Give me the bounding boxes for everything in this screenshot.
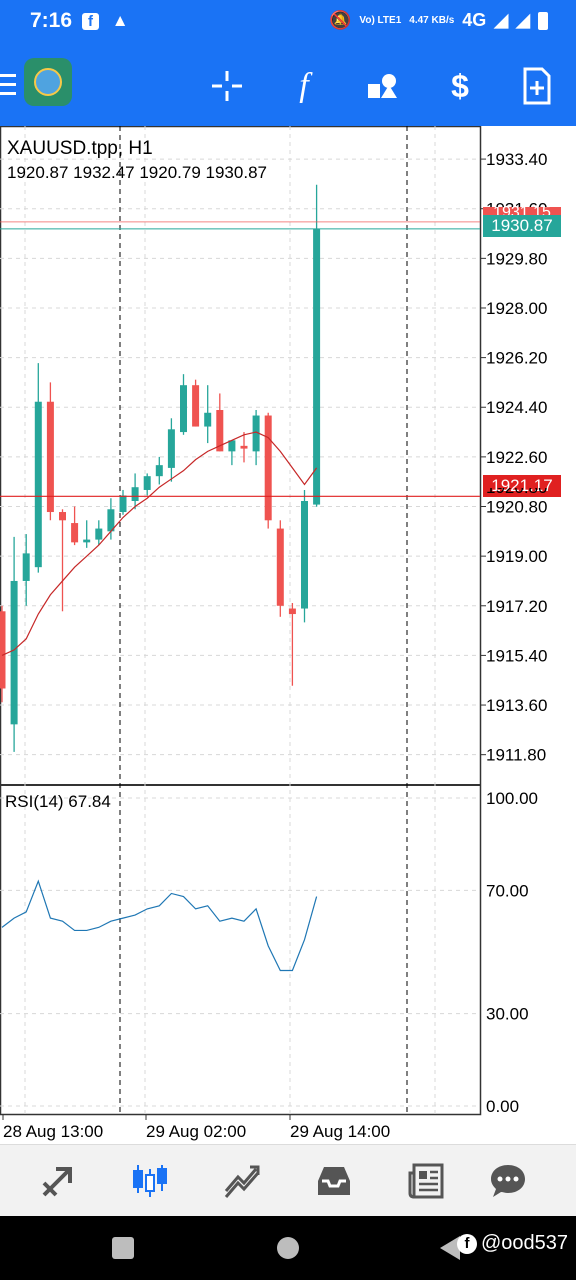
status-bar: 7:16 f ▲ 🔕 Vo) LTE1 4.47 KB/s 4G ◢ ◢ [0, 0, 576, 42]
bull-candle [252, 415, 260, 452]
home-button[interactable] [277, 1237, 299, 1259]
status-notification-icons: f ▲ [82, 11, 129, 31]
signal-icon: ◢ [516, 10, 530, 30]
bull-candle [34, 401, 42, 568]
mute-icon: 🔕 [328, 10, 352, 30]
price-tick-label: 1924.40 [486, 398, 547, 417]
bull-candle [228, 440, 236, 452]
warning-icon: ▲ [111, 11, 129, 30]
bear-candle [216, 410, 224, 452]
rsi-line [1, 879, 318, 972]
chart-area[interactable]: 1933.401931.601929.801928.001926.201924.… [0, 126, 576, 1144]
bear-candle [288, 608, 296, 615]
bull-candle [143, 476, 151, 490]
bear-candle [0, 611, 6, 689]
price-tick-label: 1928.00 [486, 299, 547, 318]
bear-candle [192, 385, 200, 427]
network-speed: 4.47 KB/s [409, 14, 455, 26]
new-order-icon[interactable] [509, 58, 565, 114]
network-type: 4G [462, 10, 487, 30]
status-system-icons: 🔕 Vo) LTE1 4.47 KB/s 4G ◢ ◢ [329, 10, 548, 31]
bull-candle [167, 429, 175, 468]
price-tick-label: 1933.40 [486, 150, 547, 169]
bull-candle [155, 465, 163, 477]
app-logo-icon[interactable] [24, 58, 72, 106]
crosshair-icon[interactable] [199, 58, 255, 114]
bull-candle [301, 500, 308, 609]
price-tick-label: 1915.40 [486, 646, 547, 665]
bear-candle [276, 528, 284, 606]
price-tick-label: 1922.60 [486, 448, 547, 467]
bull-candle [313, 228, 321, 505]
signal-icon: ◢ [494, 10, 509, 30]
top-toolbar: f $ [0, 42, 576, 126]
back-button[interactable] [440, 1236, 460, 1260]
network-volte: Vo) LTE1 [359, 14, 402, 26]
symbol-title: XAUUSD.tpp, H1 [7, 138, 153, 159]
ohlc-values: 1920.87 1932.47 1920.79 1930.87 [7, 163, 267, 182]
bull-candle [180, 385, 187, 433]
trade-icon[interactable] [212, 1155, 272, 1207]
chart-icon[interactable] [120, 1155, 180, 1207]
battery-icon [538, 11, 548, 30]
price-tick-label: 1929.80 [486, 249, 547, 268]
bid-price-label: 1930.87 [483, 215, 561, 237]
price-tick-label: 1926.20 [486, 349, 547, 368]
price-tick-label: 1913.60 [486, 696, 547, 715]
rsi-label: RSI(14) 67.84 [5, 792, 111, 811]
rsi-tick-label: 100.00 [486, 789, 538, 808]
price-tick-label: 1917.20 [486, 597, 547, 616]
bear-candle [71, 523, 79, 543]
status-time: 7:16 [30, 9, 73, 32]
price-chart[interactable]: 1933.401931.601929.801928.001926.201924.… [0, 126, 576, 1144]
bear-candle [59, 512, 66, 521]
bull-candle [95, 528, 103, 540]
history-icon[interactable] [304, 1155, 364, 1207]
recents-button[interactable] [112, 1237, 134, 1259]
chat-icon[interactable] [478, 1155, 538, 1207]
price-tick-label: 1919.00 [486, 547, 547, 566]
bull-candle [119, 495, 127, 513]
bull-candle [83, 539, 91, 543]
price-tick-label: 1920.80 [486, 498, 547, 517]
news-icon[interactable] [396, 1155, 456, 1207]
facebook-icon: f [82, 13, 99, 30]
system-nav-bar: f @ood537 [0, 1216, 576, 1280]
watermark-handle: @ood537 [480, 1232, 568, 1254]
trade-icon[interactable]: $ [451, 67, 469, 104]
bull-candle [10, 580, 18, 725]
time-tick-label: 29 Aug 02:00 [146, 1122, 246, 1141]
moving-average-line [1, 431, 318, 656]
bear-candle [46, 401, 54, 513]
hidden-axis-label: 1920.80 [486, 488, 558, 500]
rsi-tick-label: 70.00 [486, 881, 529, 900]
rsi-tick-label: 30.00 [486, 1005, 529, 1024]
time-tick-label: 28 Aug 13:00 [3, 1122, 103, 1141]
bear-candle [240, 445, 248, 449]
bull-candle [131, 487, 139, 501]
price-line-label: 1921.17 [483, 475, 561, 497]
bull-candle [204, 412, 212, 427]
bull-candle [22, 553, 30, 581]
bottom-nav [0, 1144, 576, 1217]
menu-icon[interactable] [0, 72, 16, 95]
bear-candle [264, 415, 272, 521]
function-icon[interactable]: f [299, 67, 309, 104]
price-tick-label: 1911.80 [486, 746, 546, 765]
watermark: f @ood537 [456, 1232, 568, 1255]
time-tick-label: 29 Aug 14:00 [290, 1122, 390, 1141]
bull-candle [107, 509, 115, 532]
facebook-icon: f [456, 1233, 477, 1254]
rsi-tick-label: 0.00 [486, 1097, 519, 1116]
objects-icon[interactable] [354, 58, 410, 114]
quotes-icon[interactable] [28, 1155, 88, 1207]
